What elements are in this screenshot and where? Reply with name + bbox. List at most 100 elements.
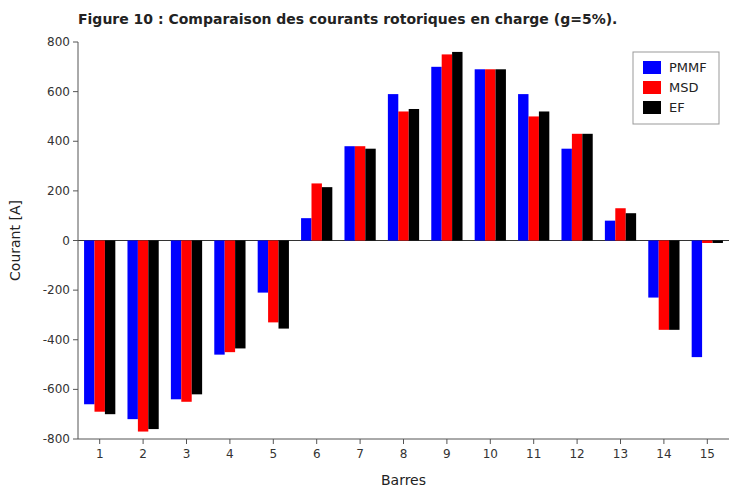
y-tick (73, 339, 78, 340)
x-tick-label: 3 (183, 447, 191, 461)
y-tick-label: 0 (62, 234, 70, 248)
x-tick-label: 4 (226, 447, 234, 461)
bar (409, 109, 419, 241)
bar (127, 241, 137, 420)
legend-swatch (643, 101, 661, 114)
x-tick-label: 7 (356, 447, 364, 461)
bar (442, 54, 452, 240)
x-tick (490, 439, 491, 444)
x-tick (273, 439, 274, 444)
bar (268, 241, 278, 323)
legend-label: EF (669, 100, 685, 115)
y-tick-label: 800 (47, 35, 70, 49)
bar (615, 208, 625, 240)
bar (344, 146, 354, 240)
y-tick (73, 240, 78, 241)
x-axis-label: Barres (381, 472, 426, 488)
x-tick (620, 439, 621, 444)
x-tick (446, 439, 447, 444)
y-axis-line (78, 42, 79, 439)
bar (105, 241, 115, 415)
bar (148, 241, 158, 430)
x-tick (316, 439, 317, 444)
bar (322, 187, 332, 240)
x-tick (229, 439, 230, 444)
bar (192, 241, 202, 395)
y-tick-label: 400 (47, 134, 70, 148)
y-tick (73, 42, 78, 43)
bar (539, 111, 549, 240)
x-tick-label: 5 (269, 447, 277, 461)
bar (388, 94, 398, 240)
bar (496, 69, 506, 240)
y-tick (73, 439, 78, 440)
bar (355, 146, 365, 240)
bar (258, 241, 268, 293)
bar (692, 241, 702, 358)
x-tick (663, 439, 664, 444)
bar (518, 94, 528, 240)
x-tick-label: 1 (96, 447, 104, 461)
x-tick-label: 6 (313, 447, 321, 461)
bar (626, 213, 636, 240)
chart: Figure 10 : Comparaison des courants rot… (0, 0, 749, 495)
x-tick-label: 10 (483, 447, 498, 461)
bar (713, 241, 723, 243)
x-tick (186, 439, 187, 444)
y-tick-label: -400 (43, 333, 70, 347)
x-tick-label: 2 (139, 447, 147, 461)
bar (572, 134, 582, 241)
x-tick (143, 439, 144, 444)
x-tick-label: 13 (613, 447, 628, 461)
bar (225, 241, 235, 353)
bar (669, 241, 679, 330)
bars (84, 52, 723, 432)
bar (582, 134, 592, 241)
bar (84, 241, 94, 405)
x-tick (99, 439, 100, 444)
y-tick-label: -600 (43, 382, 70, 396)
bar (648, 241, 658, 298)
y-tick (73, 141, 78, 142)
legend-box (633, 52, 719, 124)
x-tick-label: 9 (443, 447, 451, 461)
bar (528, 116, 538, 240)
bar (214, 241, 224, 355)
x-tick (577, 439, 578, 444)
bar (181, 241, 191, 402)
bar (171, 241, 181, 400)
y-tick-label: -800 (43, 432, 70, 446)
legend-swatch (643, 61, 661, 74)
bar (235, 241, 245, 349)
legend-label: PMMF (669, 60, 707, 75)
bar (659, 241, 669, 330)
x-tick-label: 11 (526, 447, 541, 461)
y-tick-label: 200 (47, 184, 70, 198)
x-tick (403, 439, 404, 444)
y-axis-label: Courant [A] (7, 200, 23, 281)
y-tick (73, 190, 78, 191)
bar (475, 69, 485, 240)
bar (561, 149, 571, 241)
legend: PMMF MSD EF (633, 52, 719, 124)
bar (94, 241, 104, 412)
bar (279, 241, 289, 329)
bar (702, 241, 712, 243)
bar (452, 52, 462, 241)
x-tick (360, 439, 361, 444)
x-tick (707, 439, 708, 444)
bar (398, 111, 408, 240)
bar (301, 218, 311, 240)
x-tick (533, 439, 534, 444)
bar (311, 183, 321, 240)
axes: -800-600-400-200020040060080012345678910… (43, 35, 729, 461)
y-tick (73, 290, 78, 291)
bar (138, 241, 148, 432)
legend-label: MSD (669, 80, 698, 95)
bar (605, 221, 615, 241)
bar (485, 69, 495, 240)
bar (431, 67, 441, 241)
bar (365, 149, 375, 241)
x-tick-label: 8 (400, 447, 408, 461)
y-tick-label: 600 (47, 85, 70, 99)
